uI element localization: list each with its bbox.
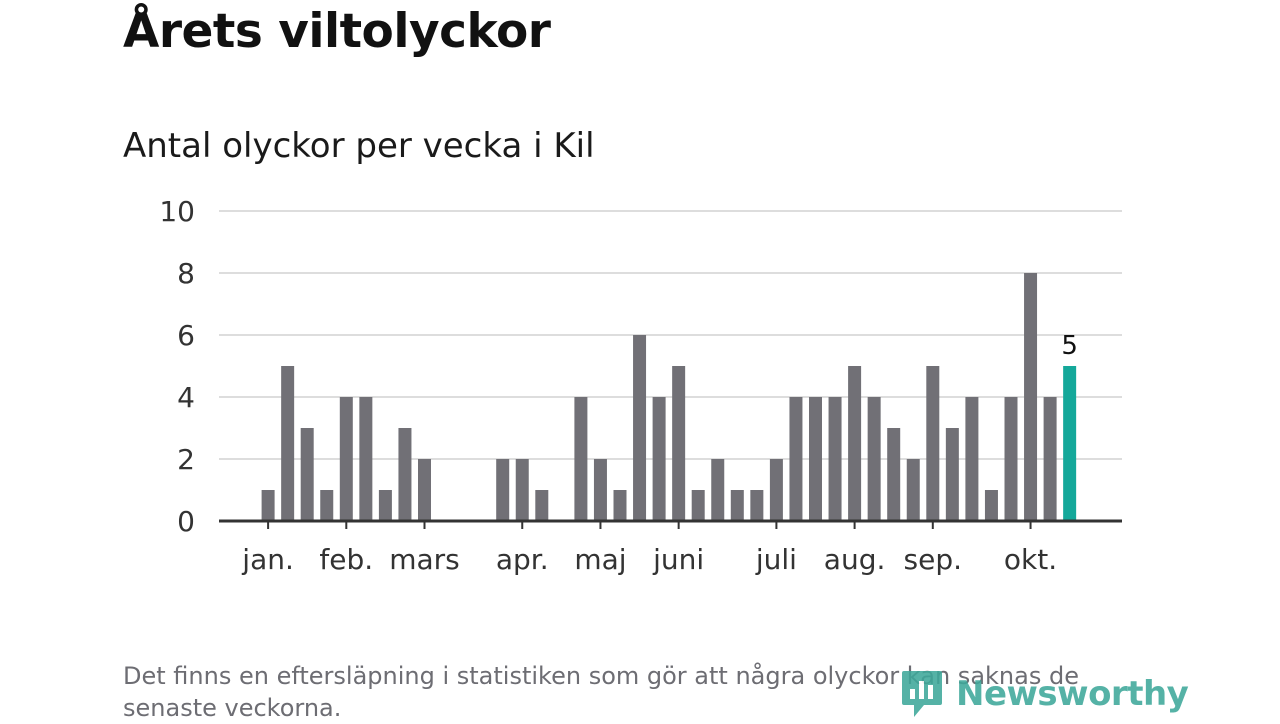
newsworthy-logo-text: Newsworthy — [956, 674, 1189, 714]
x-tick-label-feb: feb. — [319, 543, 373, 576]
bar-week-35 — [887, 428, 901, 521]
bar-week-16 — [515, 459, 529, 521]
bar-week-41 — [1004, 397, 1018, 521]
y-tick-label-6: 6 — [177, 319, 195, 352]
y-tick-label-10: 10 — [159, 195, 195, 228]
y-axis-labels: 0 2 4 6 8 10 — [159, 195, 195, 538]
bar-week-38 — [945, 428, 959, 521]
bars — [261, 273, 1077, 521]
annotations: 5 — [1061, 331, 1078, 361]
y-tick-label-0: 0 — [177, 505, 195, 538]
bar-week-10 — [398, 428, 412, 521]
page-title: Årets viltolyckor — [123, 4, 551, 59]
bar-week-27 — [730, 490, 744, 521]
bar-week-40 — [984, 490, 998, 521]
bar-week-43 — [1043, 397, 1057, 521]
bar-week-3 — [261, 490, 275, 521]
bar-week-19 — [574, 397, 588, 521]
newsworthy-logo: Newsworthy — [900, 668, 1189, 720]
x-tick-label-jan: jan. — [241, 543, 294, 576]
gridlines — [219, 210, 1122, 460]
bar-week-6 — [320, 490, 334, 521]
bar-week-39 — [965, 397, 979, 521]
bar-week-20 — [593, 459, 607, 521]
bar-week-24 — [672, 366, 686, 521]
bar-week-5 — [300, 428, 314, 521]
bar-week-7 — [339, 397, 353, 521]
bar-week-23 — [652, 397, 666, 521]
bar-week-9 — [378, 490, 392, 521]
newsworthy-logo-icon — [902, 671, 942, 717]
bar-week-21 — [613, 490, 627, 521]
chart-subtitle: Antal olyckor per vecka i Kil — [123, 126, 595, 166]
bar-week-37 — [926, 366, 940, 521]
bar-week-31 — [809, 397, 822, 521]
y-tick-label-4: 4 — [177, 381, 195, 414]
bar-week-8 — [359, 397, 373, 521]
highlight-value-label: 5 — [1061, 331, 1078, 361]
x-tick-label-sep: sep. — [904, 543, 963, 576]
bar-week-32 — [828, 397, 842, 521]
bar-week-28 — [750, 490, 764, 521]
x-tick-label-juni: juni — [652, 543, 704, 576]
bar-week-15 — [496, 459, 510, 521]
bar-week-4 — [281, 366, 295, 521]
bar-chart: 0 2 4 6 8 10 jan. feb. mars apr. maj juni juli aug. s… — [159, 195, 1122, 576]
x-tick-label-maj: maj — [574, 543, 626, 576]
x-axis: jan. feb. mars apr. maj juni juli aug. sep. okt. — [219, 519, 1122, 576]
y-tick-label-2: 2 — [177, 443, 195, 476]
x-tick-label-aug: aug. — [824, 543, 886, 576]
x-tick-label-apr: apr. — [496, 543, 549, 576]
bar-week-26 — [711, 459, 725, 521]
bar-week-29 — [769, 459, 783, 521]
x-tick-label-mars: mars — [389, 543, 460, 576]
bar-week-17 — [535, 490, 549, 521]
x-tick-label-juli: juli — [755, 543, 797, 576]
y-tick-label-8: 8 — [177, 257, 195, 290]
bar-week-33 — [848, 366, 862, 521]
bar-week-25 — [691, 490, 705, 521]
x-tick-label-okt: okt. — [1004, 543, 1057, 576]
bar-week-11 — [418, 459, 431, 521]
bar-week-42 — [1024, 273, 1038, 521]
bar-week-44-highlight — [1063, 366, 1077, 521]
bar-week-34 — [867, 397, 881, 521]
bar-week-30 — [789, 397, 803, 521]
bar-week-22 — [633, 335, 647, 521]
bar-week-36 — [906, 459, 920, 521]
